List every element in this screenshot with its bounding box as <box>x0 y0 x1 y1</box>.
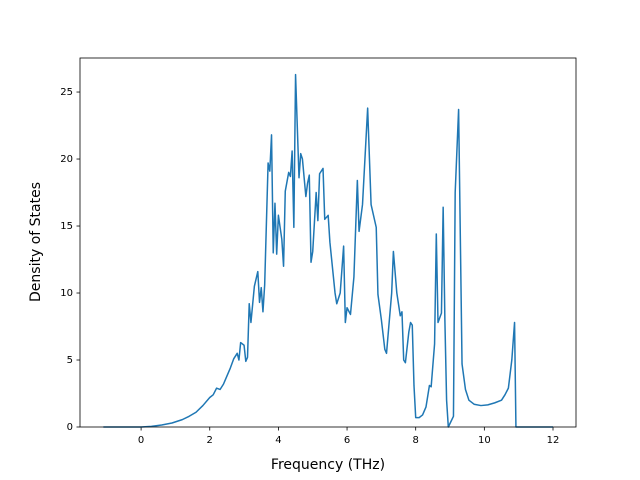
y-tick-label: 20 <box>60 154 73 165</box>
y-tick-label: 15 <box>60 221 73 232</box>
y-tick-label: 5 <box>67 355 73 366</box>
y-tick-label: 10 <box>60 288 73 299</box>
data-line <box>103 73 553 428</box>
y-tick-label: 25 <box>60 87 73 98</box>
x-tick-label: 4 <box>275 435 281 446</box>
y-axis-label: Density of States <box>28 182 44 302</box>
x-axis-label: Frequency (THz) <box>271 457 385 473</box>
x-tick-label: 12 <box>547 435 560 446</box>
x-tick-label: 6 <box>344 435 350 446</box>
plot-frame <box>79 57 577 428</box>
x-tick-label: 10 <box>478 435 491 446</box>
x-tick-label: 0 <box>138 435 144 446</box>
x-tick-label: 2 <box>207 435 213 446</box>
y-tick-label: 0 <box>67 422 73 433</box>
x-tick-label: 8 <box>413 435 419 446</box>
